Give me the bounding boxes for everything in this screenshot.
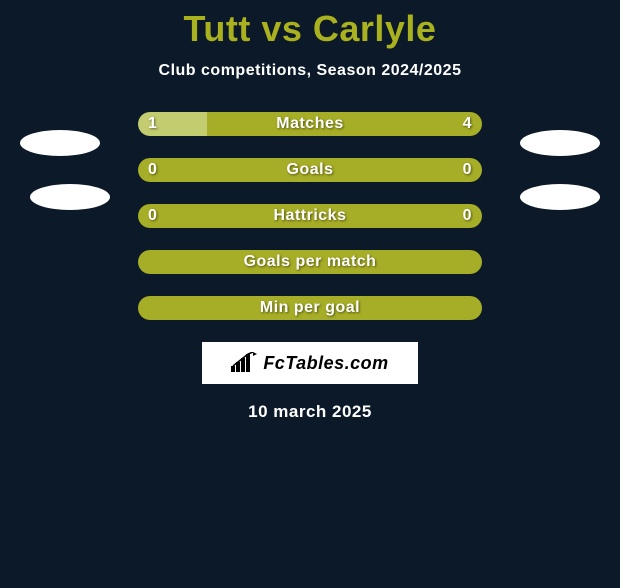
generated-date: 10 march 2025 — [0, 402, 620, 422]
page-title: Tutt vs Carlyle — [0, 8, 620, 50]
stat-value-right: 0 — [463, 158, 472, 182]
stat-row: Matches14 — [138, 112, 482, 136]
stat-bar-right — [138, 250, 482, 274]
stat-value-left: 0 — [148, 204, 157, 228]
bar-chart-icon — [231, 352, 257, 374]
stat-value-right: 0 — [463, 204, 472, 228]
source-logo-text: FcTables.com — [263, 353, 388, 374]
stat-bar-right — [138, 296, 482, 320]
stat-bar-right — [138, 204, 482, 228]
stat-value-left: 1 — [148, 112, 157, 136]
stat-bar-right — [207, 112, 482, 136]
stat-row: Goals per match — [138, 250, 482, 274]
stat-bar-right — [138, 158, 482, 182]
stat-row: Hattricks00 — [138, 204, 482, 228]
source-logo: FcTables.com — [202, 342, 418, 384]
stat-row: Goals00 — [138, 158, 482, 182]
stat-value-left: 0 — [148, 158, 157, 182]
page-subtitle: Club competitions, Season 2024/2025 — [0, 62, 620, 80]
stat-row: Min per goal — [138, 296, 482, 320]
stat-value-right: 4 — [463, 112, 472, 136]
comparison-bars: Matches14Goals00Hattricks00Goals per mat… — [0, 112, 620, 320]
